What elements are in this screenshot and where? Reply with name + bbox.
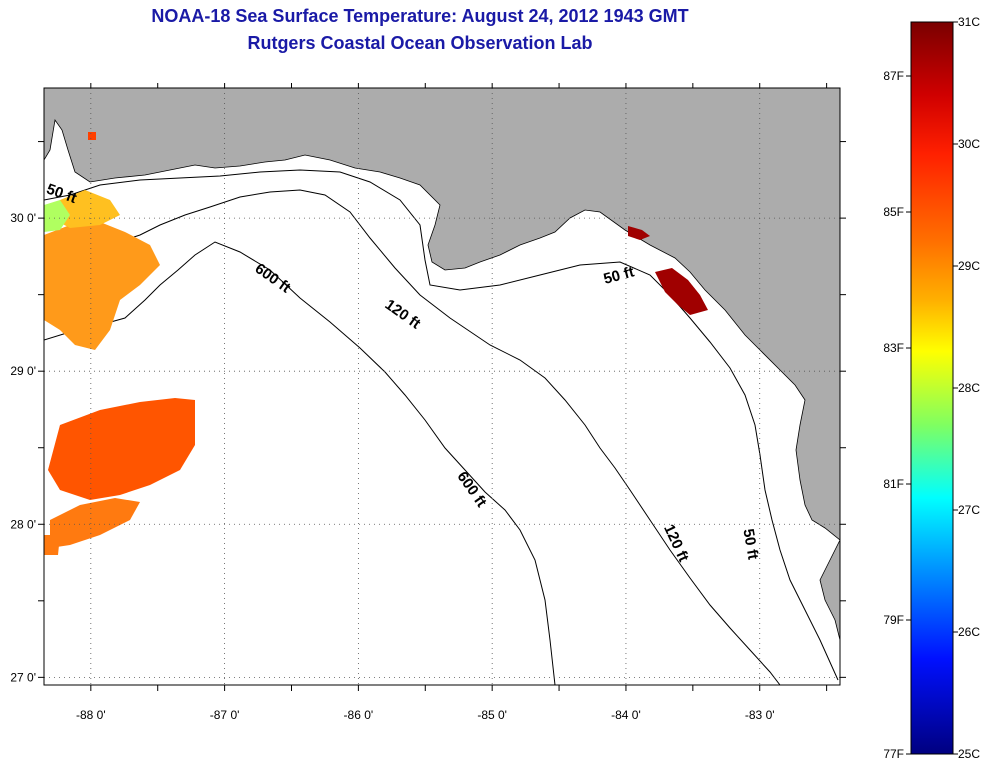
lat-label: 27 0' — [10, 670, 36, 684]
colorbar-fahrenheit-label: 77F — [883, 747, 904, 761]
lon-label: -87 0' — [210, 708, 240, 722]
lon-label: -85 0' — [477, 708, 507, 722]
lon-label: -88 0' — [76, 708, 106, 722]
lon-label: -86 0' — [344, 708, 374, 722]
colorbar-celsius-label: 31C — [958, 15, 980, 29]
contour-600ft — [44, 241, 556, 685]
map-subtitle: Rutgers Coastal Ocean Observation Lab — [247, 33, 593, 53]
lon-label: -84 0' — [611, 708, 641, 722]
map-frame — [43, 87, 841, 686]
contour-120ft — [44, 189, 781, 685]
colorbar-celsius-label: 28C — [958, 381, 980, 395]
colorbar-celsius-label: 27C — [958, 503, 980, 517]
longitude-labels: -88 0' -87 0' -86 0' -85 0' -84 0' -83 0' — [76, 708, 775, 722]
latitude-labels: 30 0' 29 0' 28 0' 27 0' — [10, 211, 36, 684]
lat-label: 29 0' — [10, 364, 36, 378]
contour-50ft — [44, 169, 839, 681]
sst-data-patches — [44, 132, 708, 555]
colorbar-fahrenheit-labels: 87F 85F 83F 81F 79F 77F — [883, 69, 911, 761]
colorbar-celsius-labels: 31C 30C 29C 28C 27C 26C 25C — [953, 15, 980, 761]
contour-label: 50 ft — [739, 528, 761, 561]
land-mass — [44, 88, 840, 541]
map-title: NOAA-18 Sea Surface Temperature: August … — [151, 6, 689, 26]
land-peninsula — [819, 539, 840, 641]
colorbar-fahrenheit-label: 83F — [883, 341, 904, 355]
lon-label: -83 0' — [745, 708, 775, 722]
lat-label: 30 0' — [10, 211, 36, 225]
colorbar — [910, 21, 954, 755]
colorbar-celsius-label: 30C — [958, 137, 980, 151]
colorbar-fahrenheit-label: 79F — [883, 613, 904, 627]
colorbar-celsius-label: 26C — [958, 625, 980, 639]
colorbar-fahrenheit-label: 81F — [883, 477, 904, 491]
colorbar-fahrenheit-label: 85F — [883, 205, 904, 219]
colorbar-fahrenheit-label: 87F — [883, 69, 904, 83]
colorbar-celsius-label: 29C — [958, 259, 980, 273]
lat-label: 28 0' — [10, 517, 36, 531]
colorbar-celsius-label: 25C — [958, 747, 980, 761]
